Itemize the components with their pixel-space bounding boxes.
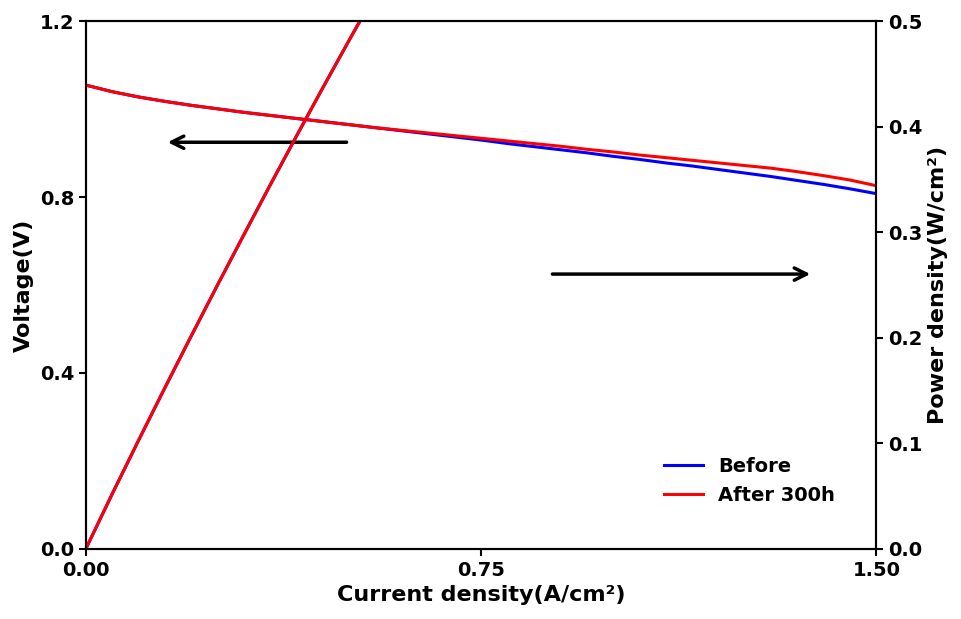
Before	[738, 169, 750, 176]
Line: After 300h: After 300h	[86, 85, 875, 186]
Y-axis label: Voltage(V): Voltage(V)	[13, 219, 34, 352]
After 300h	[290, 115, 302, 122]
After 300h	[343, 121, 355, 128]
Before	[791, 177, 802, 184]
Before	[264, 111, 276, 119]
After 300h	[580, 145, 592, 153]
Before	[80, 81, 91, 89]
After 300h	[502, 137, 513, 145]
After 300h	[632, 151, 644, 158]
After 300h	[817, 172, 828, 180]
After 300h	[449, 132, 460, 139]
Before	[185, 102, 197, 109]
Before	[870, 190, 881, 197]
After 300h	[844, 176, 855, 184]
After 300h	[870, 182, 881, 189]
After 300h	[185, 102, 197, 109]
Before	[817, 181, 828, 188]
Before	[475, 136, 486, 144]
Before	[632, 155, 644, 163]
Before	[159, 98, 170, 105]
Before	[133, 93, 144, 101]
Legend: Before, After 300h: Before, After 300h	[655, 449, 842, 513]
Y-axis label: Power density(W/cm²): Power density(W/cm²)	[927, 146, 948, 424]
Before	[659, 159, 671, 167]
After 300h	[606, 148, 618, 155]
After 300h	[80, 81, 91, 89]
Before	[844, 185, 855, 193]
Before	[107, 88, 118, 95]
After 300h	[712, 159, 724, 167]
After 300h	[422, 129, 433, 137]
Before	[712, 166, 724, 173]
After 300h	[238, 109, 250, 116]
Before	[317, 118, 329, 125]
After 300h	[475, 134, 486, 142]
After 300h	[738, 162, 750, 169]
Before	[290, 115, 302, 122]
After 300h	[764, 165, 776, 172]
X-axis label: Current density(A/cm²): Current density(A/cm²)	[336, 585, 625, 605]
Before	[422, 130, 433, 137]
After 300h	[107, 88, 118, 95]
After 300h	[554, 142, 565, 150]
Line: Before: Before	[86, 85, 875, 194]
Before	[396, 127, 407, 134]
Before	[238, 109, 250, 116]
After 300h	[133, 93, 144, 101]
Before	[554, 146, 565, 154]
After 300h	[659, 154, 671, 162]
After 300h	[211, 105, 223, 113]
After 300h	[685, 157, 697, 164]
Before	[343, 121, 355, 128]
Before	[449, 133, 460, 141]
Before	[211, 105, 223, 113]
After 300h	[264, 111, 276, 119]
Before	[502, 140, 513, 147]
Before	[528, 143, 539, 150]
Before	[370, 124, 382, 131]
After 300h	[396, 127, 407, 134]
After 300h	[370, 124, 382, 131]
Before	[764, 173, 776, 180]
After 300h	[791, 168, 802, 175]
After 300h	[528, 140, 539, 147]
Before	[580, 149, 592, 157]
After 300h	[317, 118, 329, 125]
After 300h	[159, 98, 170, 105]
Before	[685, 162, 697, 170]
Before	[606, 153, 618, 160]
